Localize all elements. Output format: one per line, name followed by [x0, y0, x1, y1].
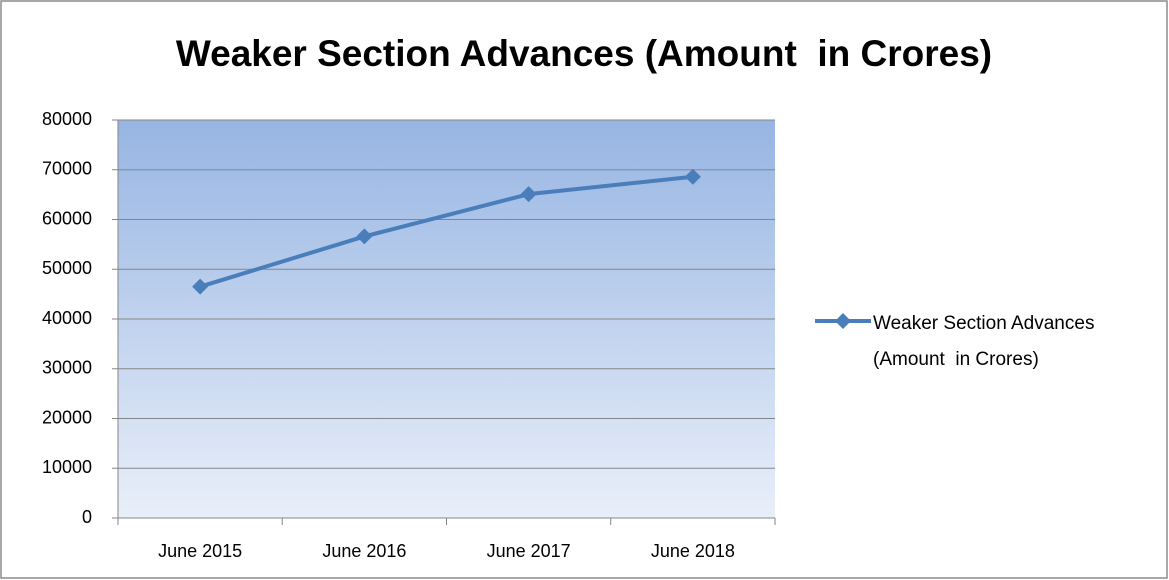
y-tick-label: 20000	[42, 407, 92, 427]
x-tick-label: June 2015	[158, 541, 242, 561]
series-line	[199, 174, 694, 289]
y-tick-label: 30000	[42, 358, 92, 378]
point-marker	[356, 228, 373, 245]
legend-marker	[835, 313, 851, 329]
point-marker	[192, 278, 209, 295]
y-tick-label: 50000	[42, 258, 92, 278]
point-marker	[520, 186, 537, 203]
y-tick-label: 10000	[42, 457, 92, 477]
y-tick-label: 40000	[42, 308, 92, 328]
x-tick-label: June 2016	[322, 541, 406, 561]
legend-label: Weaker Section Advances (Amount in Crore…	[873, 313, 1100, 370]
y-tick-label: 60000	[42, 208, 92, 228]
y-tick-label: 0	[82, 507, 92, 527]
chart-title: Weaker Section Advances (Amount in Crore…	[176, 33, 992, 74]
y-tick-label: 80000	[42, 109, 92, 129]
point-marker	[684, 168, 701, 185]
x-tick-label: June 2017	[487, 541, 571, 561]
y-tick-label: 70000	[42, 159, 92, 179]
x-tick-label: June 2018	[651, 541, 735, 561]
